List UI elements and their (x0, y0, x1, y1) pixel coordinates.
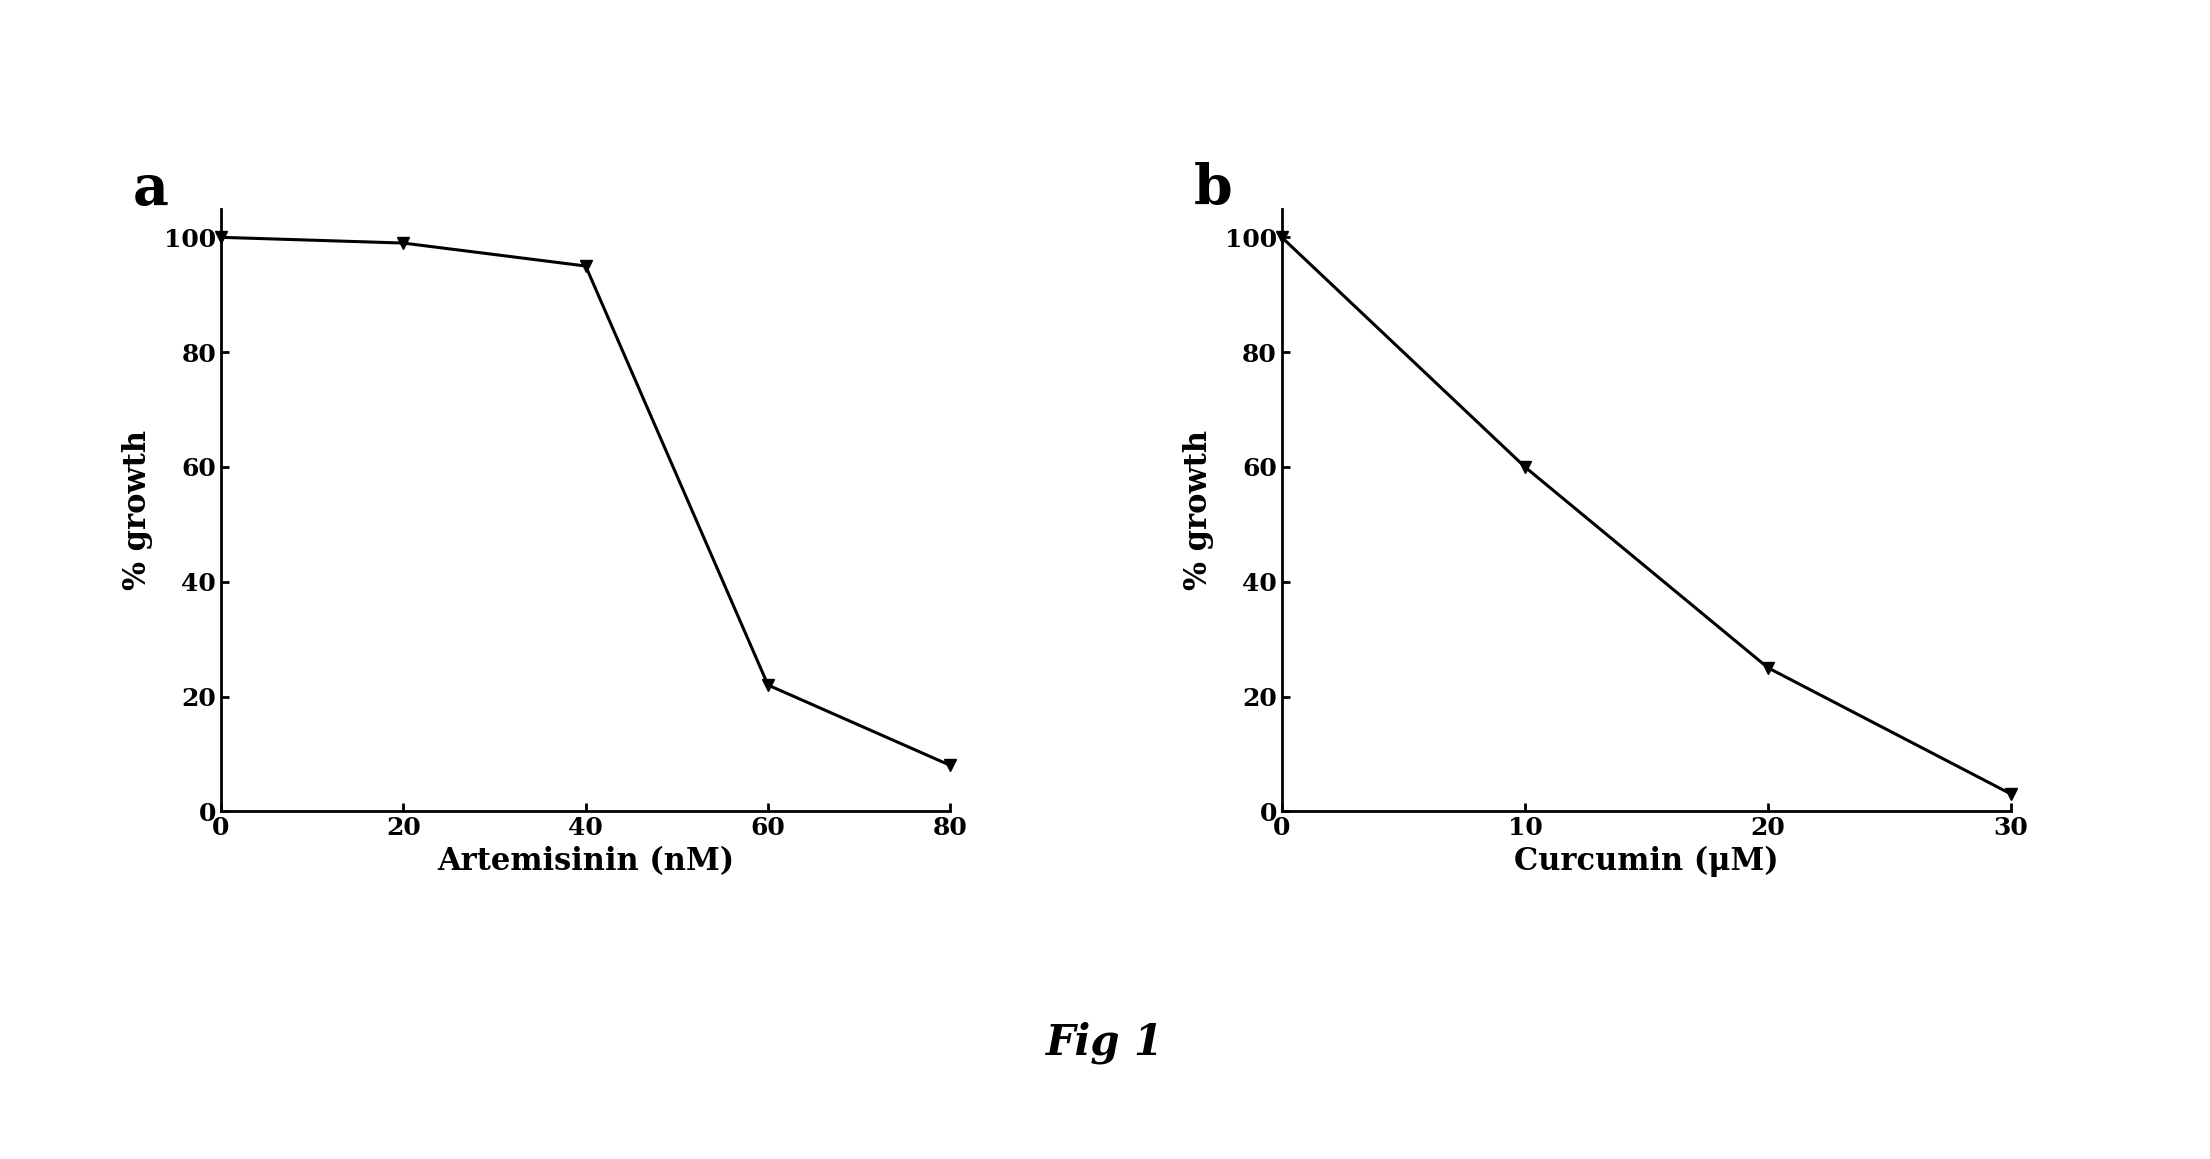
Text: b: b (1193, 162, 1233, 217)
Text: a: a (133, 162, 168, 217)
Y-axis label: % growth: % growth (1182, 430, 1213, 590)
X-axis label: Curcumin (μM): Curcumin (μM) (1514, 846, 1779, 877)
Text: Fig 1: Fig 1 (1045, 1022, 1165, 1064)
X-axis label: Artemisinin (nM): Artemisinin (nM) (438, 846, 734, 876)
Y-axis label: % growth: % growth (122, 430, 152, 590)
